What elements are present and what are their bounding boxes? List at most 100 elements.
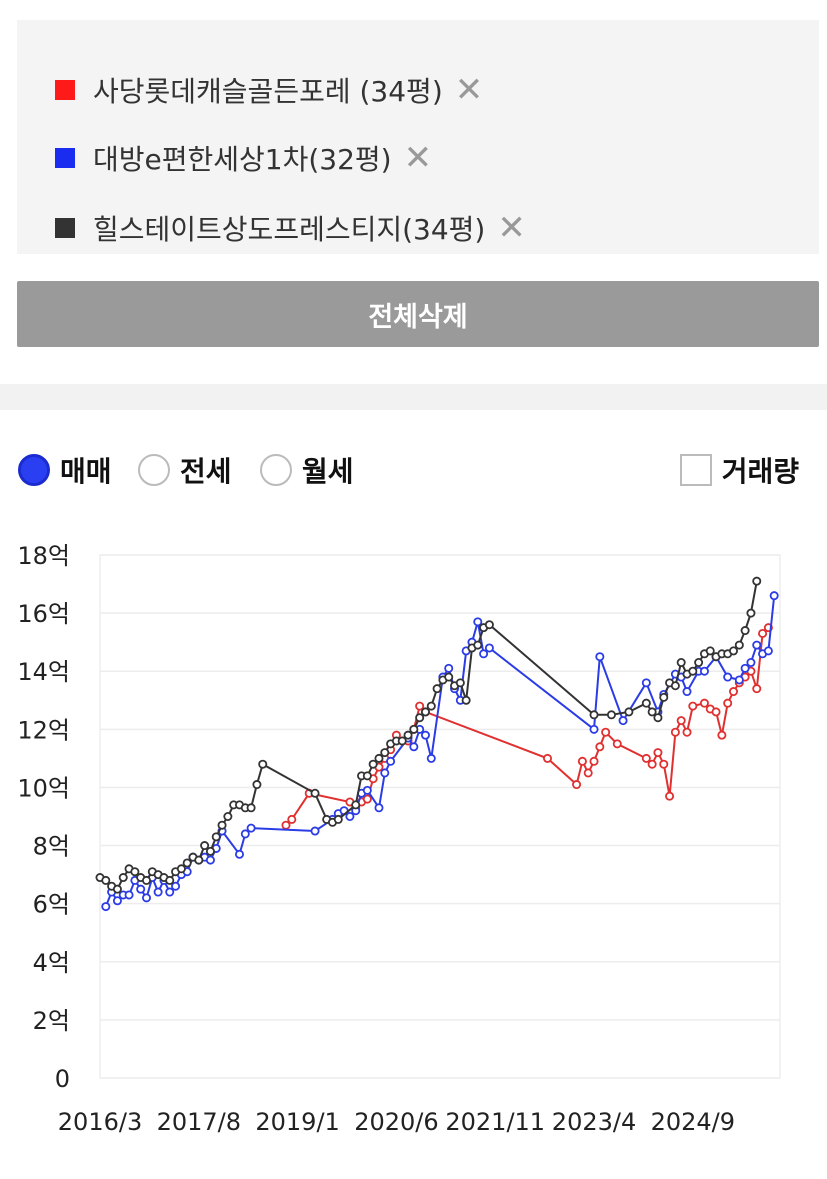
section-divider [0,384,827,410]
data-point [769,591,779,601]
radio-sale[interactable]: 매매 [18,450,112,490]
data-point [420,730,430,740]
data-point [758,628,768,638]
data-point [699,666,709,676]
data-point [403,730,413,740]
data-point [729,687,739,697]
data-point [583,768,593,778]
data-point [606,710,616,720]
data-point [380,748,390,758]
chart-options: 매매 전세 월세 거래량 [0,440,827,504]
data-point [595,652,605,662]
data-point [217,820,227,830]
data-point [432,684,442,694]
data-point [740,626,750,636]
close-icon[interactable]: ✕ [497,208,526,248]
x-tick-label: 2019/1 [255,1108,339,1136]
close-icon[interactable]: ✕ [454,70,484,110]
compare-list: 사당롯데캐슬골든포레 (34평) ✕ 대방e편한세상1차(32평) ✕ 힐스테이… [17,20,819,254]
data-point [665,791,675,801]
radio-unselected-icon [260,454,292,486]
y-tick-label: 10억 [17,774,70,802]
x-tick-label: 2023/4 [552,1108,636,1136]
data-point [670,681,680,691]
data-point [141,893,151,903]
series-color-swatch [55,80,75,100]
data-point [374,803,384,813]
radio-label: 전세 [180,455,232,488]
volume-checkbox[interactable]: 거래량 [679,450,799,490]
data-point [752,640,762,650]
data-point [165,875,175,885]
y-tick-label: 14억 [17,658,70,686]
data-point [624,707,634,717]
x-tick-label: 2024/9 [651,1108,735,1136]
close-icon[interactable]: ✕ [403,138,433,178]
checkbox-icon [679,454,712,486]
data-point [101,902,111,912]
data-point [368,759,378,769]
data-point [595,742,605,752]
y-tick-label: 0 [55,1065,70,1093]
data-point [409,724,419,734]
radio-label: 월세 [302,455,354,488]
data-point [688,666,698,676]
x-tick-label: 2020/6 [354,1108,438,1136]
data-point [711,707,721,717]
data-point [752,684,762,694]
compare-item: 사당롯데캐슬골든포레 (34평) ✕ [55,70,483,110]
radio-label: 매매 [60,455,112,488]
compare-item-name: 대방e편한세상1차(32평) [93,143,392,176]
data-point [734,640,744,650]
data-point [333,814,343,824]
data-point [676,716,686,726]
data-point [444,672,454,682]
data-point [589,710,599,720]
data-point [641,698,651,708]
data-point [234,849,244,859]
data-point [112,896,122,906]
data-point [455,678,465,688]
data-point [484,620,494,630]
data-point [281,820,291,830]
data-point [740,663,750,673]
y-tick-label: 6억 [33,891,70,919]
data-point [729,646,739,656]
data-point [101,875,111,885]
data-point [763,646,773,656]
data-point [589,724,599,734]
data-point [653,713,663,723]
data-point [200,841,210,851]
x-tick-label: 2021/11 [445,1108,545,1136]
radio-selected-icon [18,454,50,486]
compare-item: 힐스테이트상도프레스티지(34평) ✕ [55,208,526,248]
data-point [572,780,582,790]
data-point [194,855,204,865]
data-point [647,759,657,769]
data-point [688,701,698,711]
data-point [374,753,384,763]
data-point [723,698,733,708]
radio-unselected-icon [138,454,170,486]
data-point [287,814,297,824]
y-tick-label: 16억 [17,600,70,628]
data-point [211,832,221,842]
data-point [252,780,262,790]
data-point [659,692,669,702]
data-point [641,753,651,763]
data-point [176,864,186,874]
data-point [362,785,372,795]
data-point [136,884,146,894]
delete-all-button[interactable]: 전체삭제 [17,281,819,347]
radio-monthly-rent[interactable]: 월세 [260,450,354,490]
data-point [682,727,692,737]
compare-item-name: 사당롯데캐슬골든포레 (34평) [93,75,443,108]
data-point [647,707,657,717]
data-point [589,756,599,766]
data-point [345,811,355,821]
checkbox-label: 거래량 [721,455,799,488]
radio-jeonse[interactable]: 전세 [138,450,232,490]
data-point [130,867,140,877]
data-point [670,727,680,737]
data-point [752,576,762,586]
